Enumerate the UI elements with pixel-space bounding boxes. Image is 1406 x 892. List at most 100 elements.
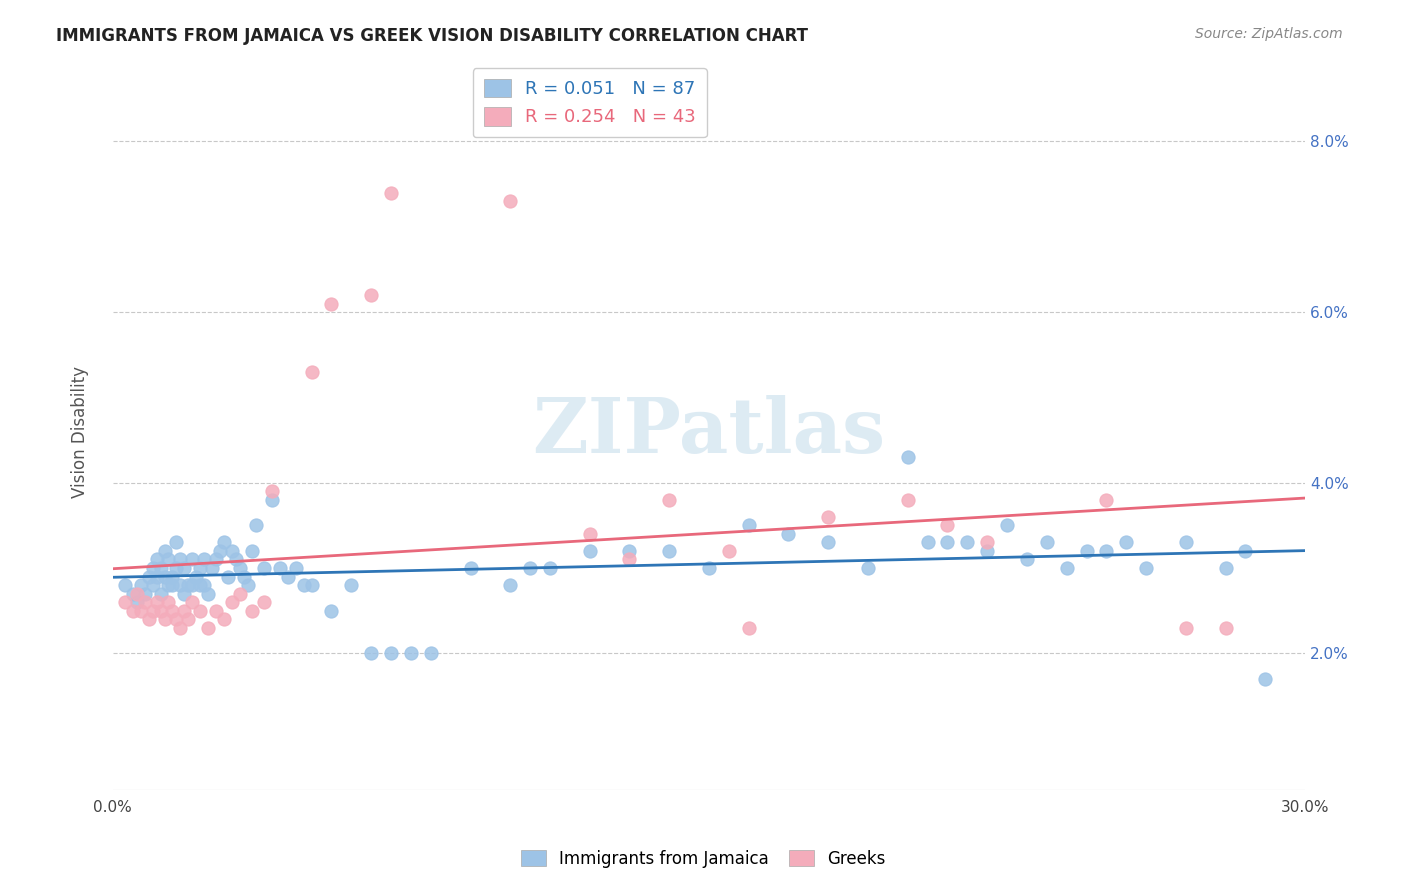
Point [149,586,172,600]
Point [578,544,600,558]
Point [212,612,235,626]
Point [321,604,343,618]
Point [157,578,180,592]
Point [212,535,235,549]
Point [157,552,180,566]
Text: IMMIGRANTS FROM JAMAICA VS GREEK VISION DISABILITY CORRELATION CHART: IMMIGRANTS FROM JAMAICA VS GREEK VISION … [56,27,808,45]
Legend: Immigrants from Jamaica, Greeks: Immigrants from Jamaica, Greeks [515,844,891,875]
Point [165,612,187,626]
Point [221,595,243,609]
Point [360,646,382,660]
Point [380,186,402,200]
Point [499,578,522,592]
Point [157,595,180,609]
Point [145,552,167,566]
Point [380,646,402,660]
Point [240,604,263,618]
Point [186,569,208,583]
Point [173,586,195,600]
Point [165,535,187,549]
Point [1215,561,1237,575]
Point [217,569,239,583]
Text: Source: ZipAtlas.com: Source: ZipAtlas.com [1195,27,1343,41]
Point [173,561,195,575]
Point [1254,672,1277,686]
Point [817,535,839,549]
Point [149,561,172,575]
Point [269,561,291,575]
Point [260,484,283,499]
Point [114,595,136,609]
Point [138,569,160,583]
Point [193,578,215,592]
Point [209,544,232,558]
Point [138,612,160,626]
Point [125,586,148,600]
Point [897,492,920,507]
Point [738,518,761,533]
Point [253,561,276,575]
Point [1174,535,1197,549]
Point [1215,621,1237,635]
Point [301,578,323,592]
Point [1095,492,1118,507]
Point [205,552,228,566]
Point [134,595,156,609]
Point [538,561,561,575]
Point [145,595,167,609]
Point [201,561,224,575]
Point [995,518,1018,533]
Point [153,544,176,558]
Point [149,604,172,618]
Point [738,621,761,635]
Point [321,296,343,310]
Point [142,561,165,575]
Point [1076,544,1098,558]
Point [245,518,267,533]
Point [197,586,219,600]
Point [177,578,200,592]
Point [125,595,148,609]
Point [519,561,541,575]
Point [188,578,211,592]
Point [976,544,998,558]
Point [253,595,276,609]
Point [162,604,184,618]
Point [578,527,600,541]
Point [134,586,156,600]
Point [658,492,681,507]
Point [460,561,482,575]
Point [197,621,219,635]
Point [181,552,204,566]
Point [225,552,247,566]
Point [181,595,204,609]
Point [936,535,959,549]
Point [229,561,252,575]
Point [162,569,184,583]
Point [1234,544,1257,558]
Point [1135,561,1157,575]
Point [499,194,522,209]
Point [129,604,152,618]
Point [233,569,256,583]
Point [121,586,143,600]
Point [260,492,283,507]
Point [165,561,187,575]
Point [162,578,184,592]
Point [277,569,299,583]
Point [169,621,191,635]
Point [1095,544,1118,558]
Point [817,509,839,524]
Point [240,544,263,558]
Point [173,604,195,618]
Point [856,561,879,575]
Point [658,544,681,558]
Point [292,578,315,592]
Point [188,561,211,575]
Point [153,612,176,626]
Point [1035,535,1057,549]
Point [360,288,382,302]
Point [697,561,720,575]
Point [1115,535,1137,549]
Point [229,586,252,600]
